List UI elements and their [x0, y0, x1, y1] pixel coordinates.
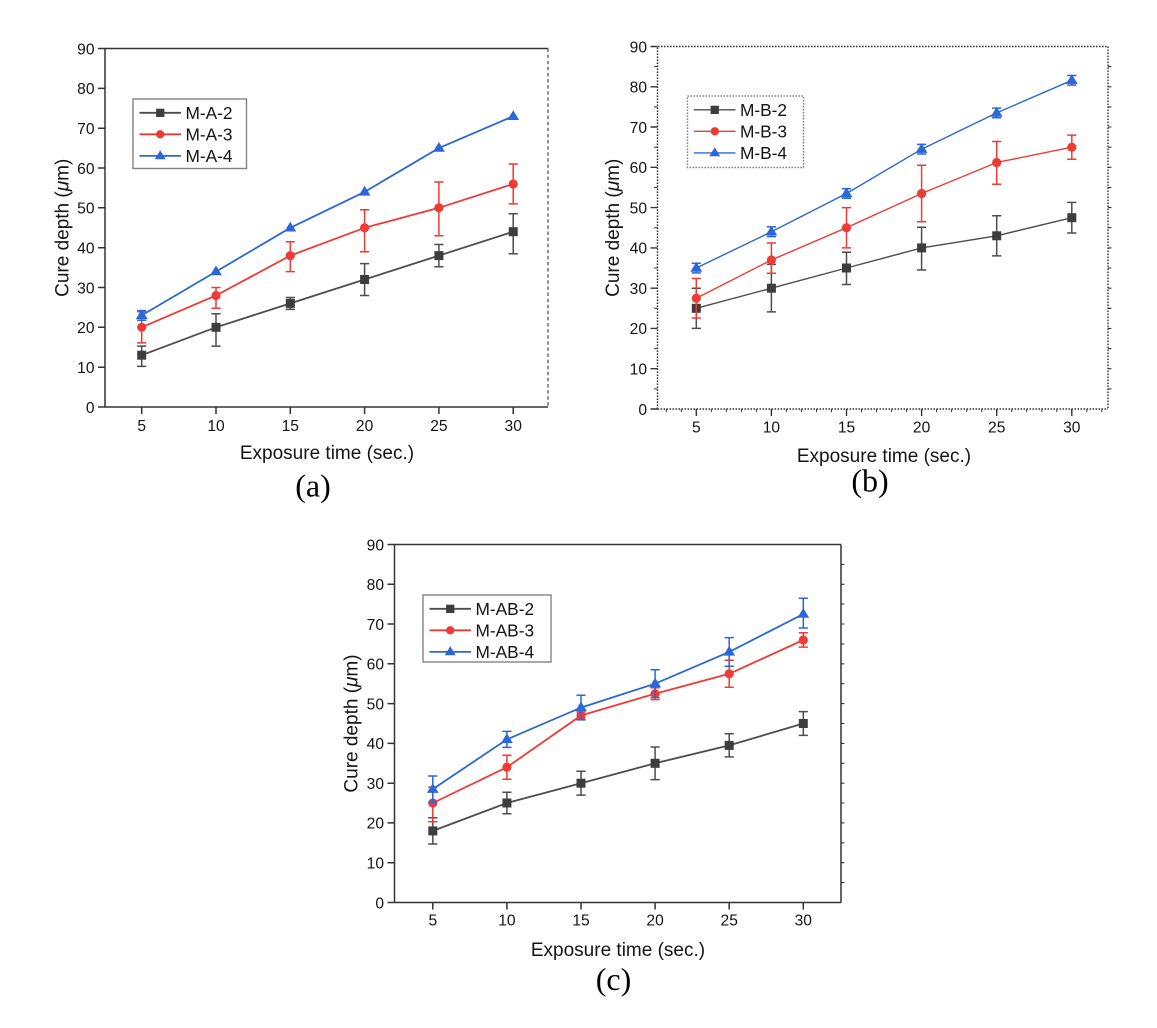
svg-text:25: 25 [430, 418, 448, 435]
svg-text:0: 0 [375, 895, 384, 912]
svg-text:15: 15 [572, 913, 590, 930]
svg-text:M-AB-4: M-AB-4 [476, 642, 535, 662]
svg-text:30: 30 [630, 281, 648, 298]
svg-text:40: 40 [630, 241, 648, 258]
svg-text:M-A-3: M-A-3 [186, 124, 233, 144]
svg-text:15: 15 [282, 418, 300, 435]
svg-text:10: 10 [498, 913, 516, 930]
svg-text:20: 20 [77, 320, 95, 337]
svg-text:Exposure time (sec.): Exposure time (sec.) [531, 940, 705, 961]
svg-text:Exposure time (sec.): Exposure time (sec.) [240, 443, 414, 464]
svg-text:5: 5 [692, 420, 701, 437]
svg-text:M-A-4: M-A-4 [186, 146, 233, 166]
svg-text:70: 70 [630, 120, 648, 137]
svg-text:M-A-2: M-A-2 [186, 103, 233, 123]
svg-text:70: 70 [367, 617, 385, 634]
svg-text:10: 10 [207, 418, 225, 435]
svg-text:90: 90 [630, 39, 648, 56]
svg-text:40: 40 [77, 241, 95, 258]
svg-text:5: 5 [137, 418, 146, 435]
svg-text:20: 20 [367, 816, 385, 833]
svg-text:50: 50 [367, 696, 385, 713]
svg-text:M-B-3: M-B-3 [740, 121, 787, 141]
svg-text:60: 60 [630, 160, 648, 177]
svg-text:Cure depth (μm): Cure depth (μm) [603, 159, 624, 297]
svg-text:70: 70 [77, 121, 95, 138]
svg-text:60: 60 [77, 161, 95, 178]
svg-text:M-AB-3: M-AB-3 [476, 620, 535, 640]
svg-text:10: 10 [630, 362, 648, 379]
svg-text:20: 20 [646, 913, 664, 930]
svg-text:Exposure time (sec.): Exposure time (sec.) [797, 446, 971, 467]
svg-text:90: 90 [367, 537, 385, 554]
svg-text:15: 15 [838, 420, 856, 437]
svg-text:30: 30 [795, 913, 813, 930]
svg-text:10: 10 [77, 360, 95, 377]
svg-text:20: 20 [356, 418, 374, 435]
svg-text:60: 60 [367, 657, 385, 674]
svg-text:25: 25 [721, 913, 739, 930]
svg-text:30: 30 [367, 776, 385, 793]
svg-text:30: 30 [77, 280, 95, 297]
svg-text:5: 5 [428, 913, 437, 930]
svg-text:20: 20 [630, 321, 648, 338]
svg-text:30: 30 [505, 418, 523, 435]
svg-text:25: 25 [988, 420, 1006, 437]
svg-text:90: 90 [77, 41, 95, 58]
svg-text:30: 30 [1063, 420, 1081, 437]
svg-text:50: 50 [630, 200, 648, 217]
svg-text:Cure depth (μm): Cure depth (μm) [53, 159, 74, 297]
svg-text:M-B-2: M-B-2 [740, 100, 787, 120]
svg-text:80: 80 [77, 81, 95, 98]
svg-text:0: 0 [638, 402, 647, 419]
svg-text:(b): (b) [851, 463, 888, 499]
svg-text:40: 40 [367, 736, 385, 753]
svg-text:10: 10 [763, 420, 781, 437]
svg-text:20: 20 [913, 420, 931, 437]
svg-text:M-AB-2: M-AB-2 [476, 599, 535, 619]
svg-text:(a): (a) [295, 468, 331, 504]
svg-text:0: 0 [86, 400, 95, 417]
svg-text:10: 10 [367, 856, 385, 873]
svg-text:80: 80 [367, 577, 385, 594]
svg-text:Cure depth (μm): Cure depth (μm) [342, 654, 363, 792]
svg-text:50: 50 [77, 201, 95, 218]
svg-text:80: 80 [630, 80, 648, 97]
svg-text:(c): (c) [596, 961, 632, 997]
svg-text:M-B-4: M-B-4 [740, 143, 787, 163]
